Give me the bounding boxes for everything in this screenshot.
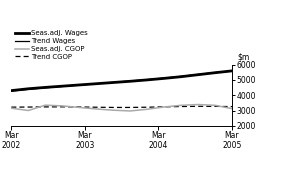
- Text: $m: $m: [238, 53, 250, 62]
- Legend: Seas.adj. Wages, Trend Wages, Seas.adj. CGOP, Trend CGOP: Seas.adj. Wages, Trend Wages, Seas.adj. …: [15, 30, 88, 60]
